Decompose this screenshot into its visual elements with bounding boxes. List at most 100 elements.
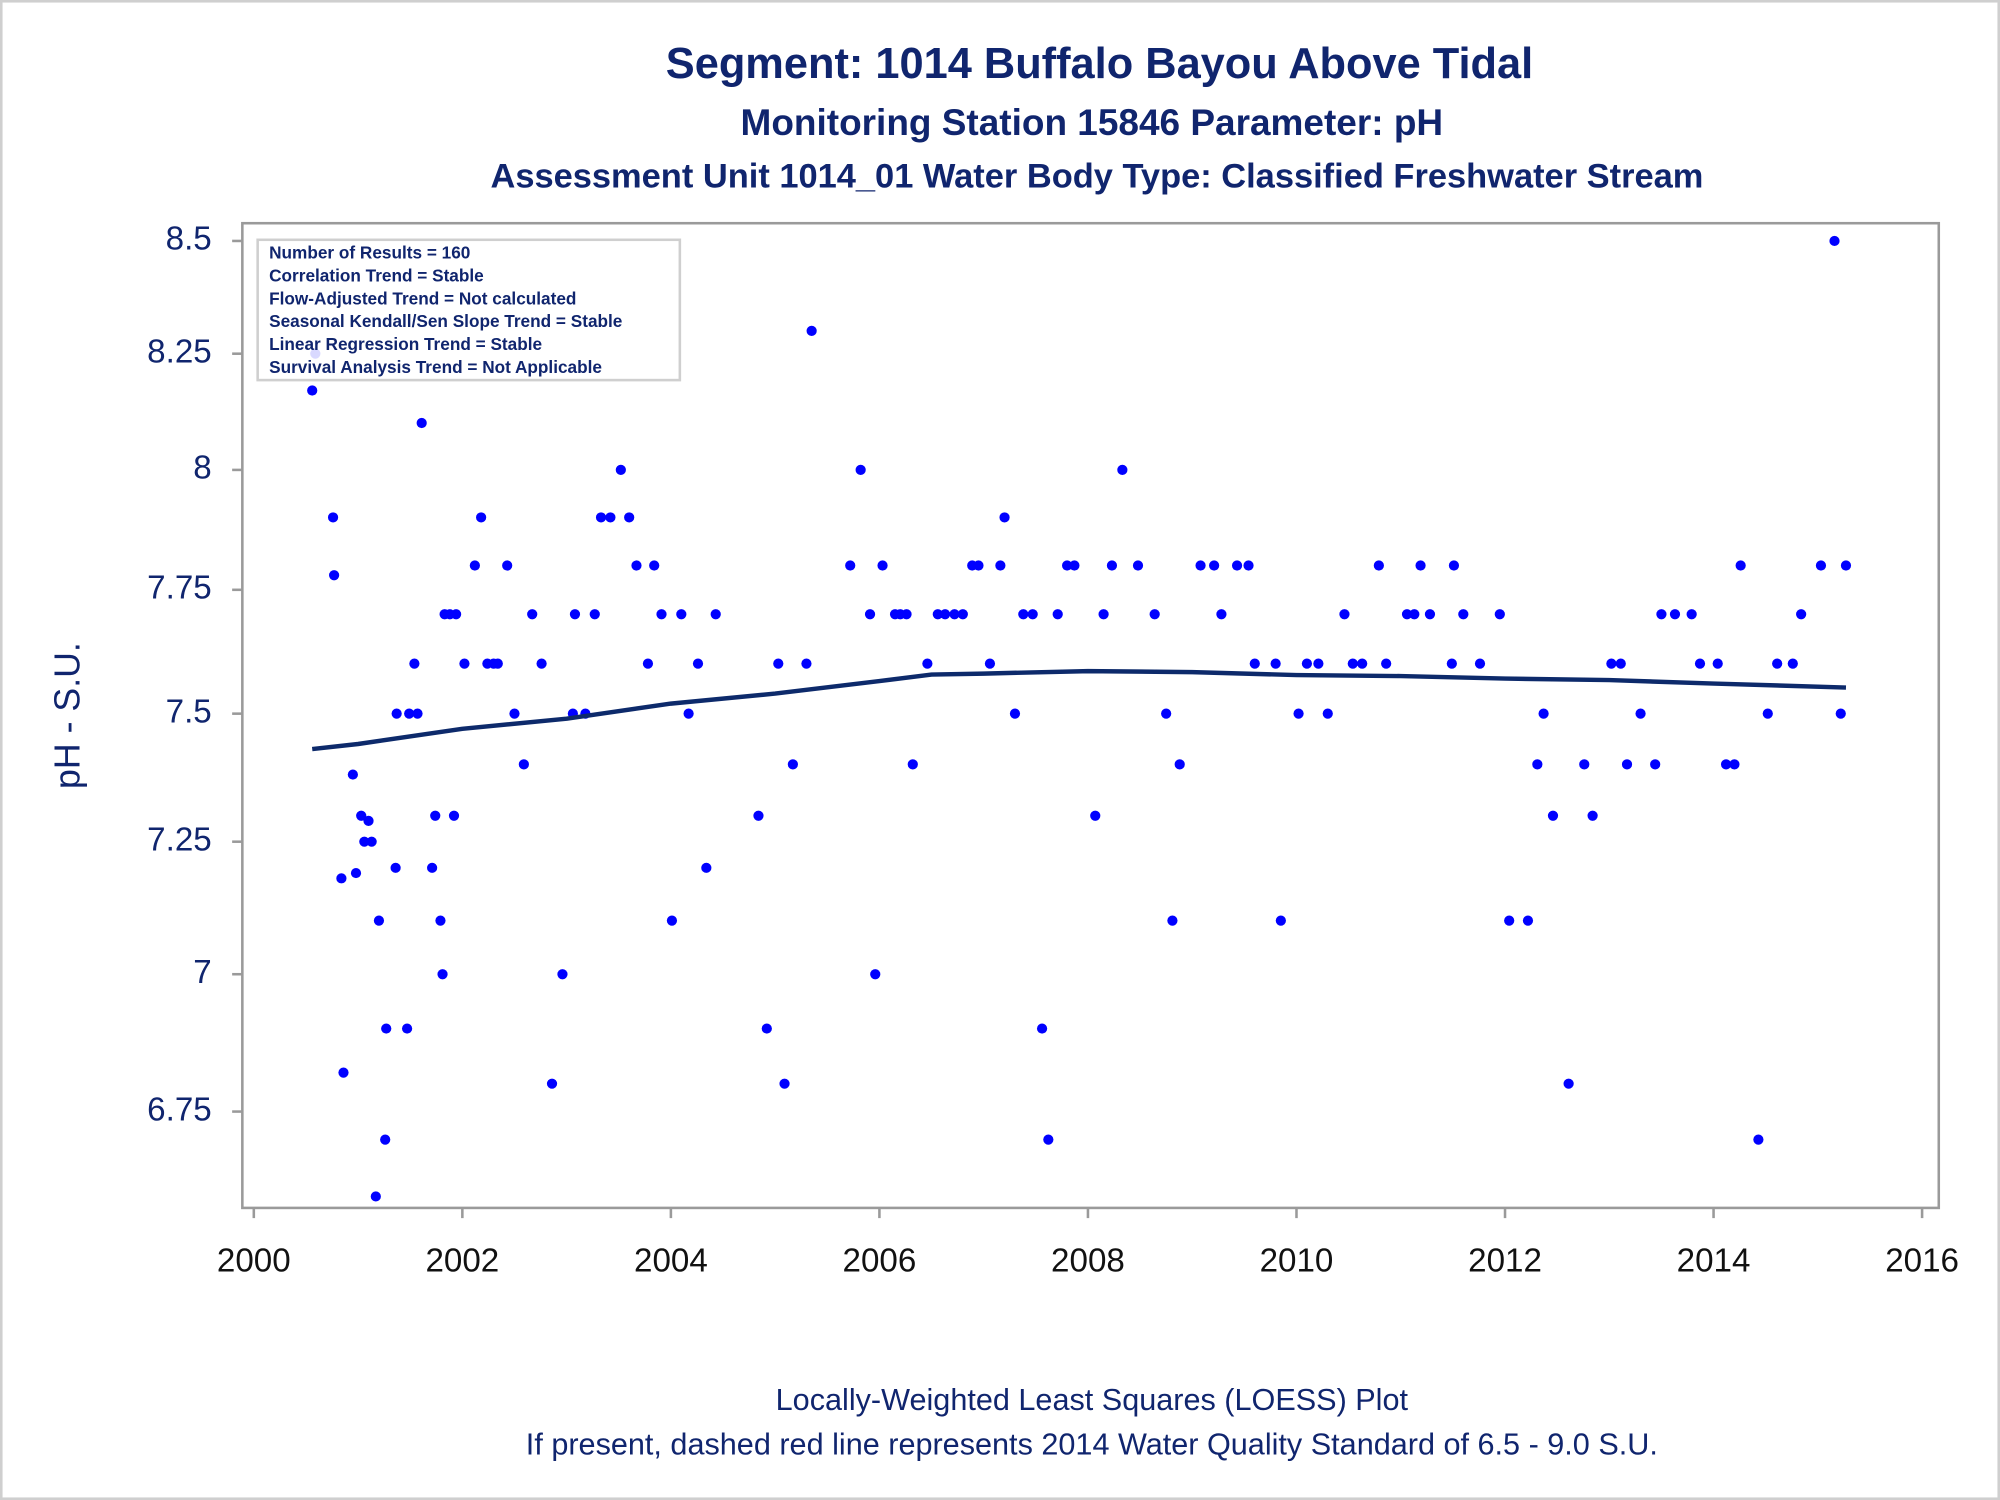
data-point — [1415, 560, 1426, 571]
data-point — [1313, 658, 1324, 669]
data-point — [801, 658, 812, 669]
data-point — [338, 1067, 349, 1078]
data-point — [656, 609, 667, 620]
data-point — [1090, 810, 1101, 821]
chart-subtitle: Monitoring Station 15846 Parameter: pH — [741, 102, 1444, 143]
y-tick-label: 8 — [193, 450, 211, 487]
data-point — [536, 658, 547, 669]
data-point — [595, 512, 607, 523]
x-tick-label: 2006 — [843, 1243, 917, 1280]
data-point — [1621, 759, 1633, 770]
data-point — [605, 512, 616, 523]
data-point — [1339, 609, 1350, 620]
data-point — [631, 560, 642, 571]
data-point — [430, 810, 441, 821]
data-point — [710, 609, 721, 620]
data-point — [1772, 658, 1783, 669]
data-point — [1840, 560, 1852, 571]
x-tick-label: 2000 — [217, 1243, 291, 1280]
annotation-text: Seasonal Kendall/Sen Slope Trend = Stabl… — [269, 311, 622, 331]
data-point — [1347, 658, 1358, 669]
data-point — [907, 759, 918, 770]
data-point — [404, 708, 415, 719]
annotation-text: Number of Results = 160 — [269, 242, 470, 262]
chart-subtitle: Assessment Unit 1014_01 Water Body Type:… — [490, 158, 1703, 196]
data-point — [1532, 759, 1543, 770]
data-point — [753, 810, 764, 821]
data-point — [366, 836, 377, 847]
data-point — [391, 708, 402, 719]
y-tick-label: 6.75 — [147, 1091, 212, 1128]
data-point — [336, 873, 347, 884]
data-point — [1301, 658, 1313, 669]
data-point — [448, 810, 460, 821]
y-tick-label: 7 — [193, 954, 211, 991]
data-point — [1829, 235, 1840, 247]
data-point — [773, 658, 784, 669]
data-point — [1069, 560, 1080, 571]
annotation-text: Linear Regression Trend = Stable — [269, 334, 542, 354]
data-point — [509, 708, 520, 719]
data-point — [569, 609, 581, 620]
data-point — [380, 1134, 391, 1145]
data-point — [1579, 759, 1590, 770]
annotation-text: Survival Analysis Trend = Not Applicable — [269, 357, 602, 377]
data-point — [412, 708, 423, 719]
data-point — [1043, 1134, 1054, 1145]
data-point — [901, 609, 912, 620]
data-point — [1243, 560, 1254, 571]
y-tick-label: 8.5 — [166, 221, 212, 258]
data-point — [855, 464, 866, 476]
data-point — [370, 1191, 381, 1202]
data-point — [381, 1023, 392, 1034]
data-point — [1615, 658, 1626, 669]
data-point — [779, 1078, 790, 1089]
data-point — [1098, 609, 1109, 620]
y-axis-label: pH - S.U. — [48, 642, 88, 789]
footnote: If present, dashed red line represents 2… — [526, 1428, 1658, 1462]
data-point — [589, 609, 600, 620]
data-point — [437, 969, 448, 980]
data-point — [347, 769, 358, 780]
data-point — [932, 609, 943, 620]
data-point — [1018, 609, 1029, 620]
data-point — [1762, 708, 1773, 719]
data-point — [615, 464, 626, 476]
data-point — [984, 658, 996, 669]
data-point — [492, 658, 503, 669]
data-point — [999, 512, 1010, 523]
data-point — [1729, 759, 1740, 770]
plot-frame — [241, 221, 1941, 1210]
data-point — [476, 512, 487, 523]
data-point — [949, 609, 960, 620]
data-point — [327, 512, 339, 523]
data-point — [469, 560, 480, 571]
data-point — [363, 815, 374, 827]
data-point — [692, 658, 704, 669]
data-point — [877, 560, 888, 571]
data-point — [1494, 609, 1505, 620]
data-point — [649, 560, 660, 571]
data-point — [973, 560, 984, 571]
data-point — [995, 560, 1006, 571]
data-point — [642, 658, 654, 669]
data-point — [1538, 708, 1549, 719]
data-point — [329, 570, 340, 581]
x-tick-label: 2010 — [1260, 1243, 1334, 1280]
annotation-text: Flow-Adjusted Trend = Not calculated — [269, 288, 576, 308]
data-point — [1448, 560, 1460, 571]
data-point — [359, 836, 370, 847]
data-point — [1381, 658, 1392, 669]
data-point — [416, 417, 427, 429]
footnote: Locally-Weighted Least Squares (LOESS) P… — [776, 1383, 1409, 1417]
data-point — [1195, 560, 1206, 571]
data-point — [683, 708, 694, 719]
x-tick-label: 2002 — [425, 1243, 499, 1280]
data-point — [701, 862, 712, 873]
y-tick-label: 7.25 — [147, 821, 212, 858]
data-point — [1712, 658, 1723, 669]
data-point — [1174, 759, 1185, 770]
y-tick-label: 7.5 — [166, 693, 212, 730]
data-point — [450, 609, 462, 620]
